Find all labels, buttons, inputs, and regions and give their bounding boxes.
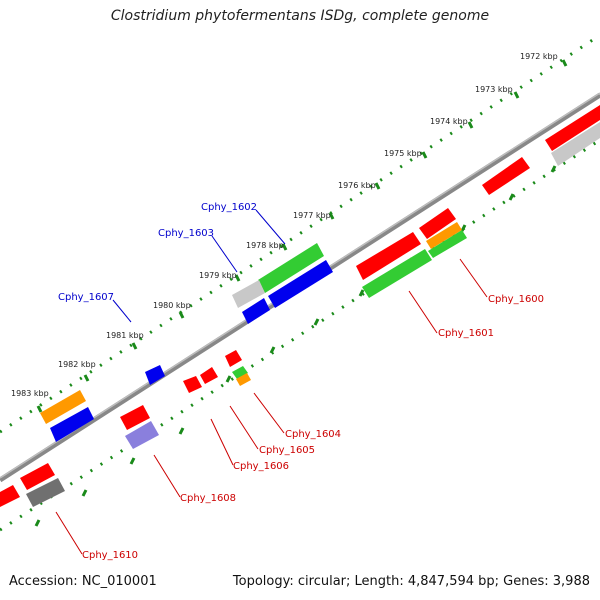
- gene-block[interactable]: [20, 463, 55, 490]
- gene-block[interactable]: [232, 280, 265, 308]
- gene-block[interactable]: [356, 232, 421, 280]
- gene-label-cphy-1606[interactable]: Cphy_1606: [233, 461, 289, 472]
- gene-block[interactable]: [419, 208, 456, 239]
- callout-lines-blue: [112, 209, 286, 323]
- ruler-label-1977: 1977 kbp: [293, 211, 331, 220]
- ruler-label-1980: 1980 kbp: [153, 301, 191, 310]
- ruler-label-1981: 1981 kbp: [106, 331, 144, 340]
- gene-block[interactable]: [258, 243, 324, 293]
- gene-block[interactable]: [482, 157, 530, 195]
- gene-label-cphy-1607[interactable]: Cphy_1607: [58, 292, 114, 303]
- gene-block[interactable]: [242, 298, 270, 324]
- accession-text: Accession: NC_010001: [9, 574, 157, 589]
- ruler-label-1972: 1972 kbp: [520, 52, 558, 61]
- gene-label-cphy-1600[interactable]: Cphy_1600: [488, 294, 544, 305]
- upper-major-ticks: [36, 59, 568, 413]
- gene-block[interactable]: [428, 230, 467, 258]
- gene-block[interactable]: [362, 249, 432, 298]
- gene-block[interactable]: [225, 350, 242, 367]
- gene-block[interactable]: [0, 485, 20, 507]
- gene-block[interactable]: [120, 405, 150, 430]
- gene-block[interactable]: [40, 390, 86, 424]
- gene-label-cphy-1601[interactable]: Cphy_1601: [438, 328, 494, 339]
- gene-block[interactable]: [545, 105, 600, 151]
- gene-block[interactable]: [125, 421, 159, 449]
- gene-label-cphy-1603[interactable]: Cphy_1603: [158, 228, 214, 239]
- gene-label-cphy-1604[interactable]: Cphy_1604: [285, 429, 341, 440]
- gene-block[interactable]: [200, 367, 218, 384]
- gene-block[interactable]: [145, 365, 165, 385]
- gene-block[interactable]: [551, 122, 600, 166]
- gene-block[interactable]: [268, 260, 333, 308]
- gene-block[interactable]: [426, 222, 462, 249]
- gene-blocks-upper: [40, 105, 600, 442]
- gene-block[interactable]: [236, 373, 251, 386]
- gene-label-cphy-1605[interactable]: Cphy_1605: [259, 445, 315, 456]
- ruler-label-1973: 1973 kbp: [475, 85, 513, 94]
- ruler-label-1974: 1974 kbp: [430, 117, 468, 126]
- gene-block[interactable]: [232, 366, 248, 379]
- ruler-label-1983: 1983 kbp: [11, 389, 49, 398]
- callout-lines-red: [55, 258, 488, 555]
- ruler-label-1979: 1979 kbp: [199, 271, 237, 280]
- gene-blocks-lower: [0, 350, 251, 507]
- ruler-label-1982: 1982 kbp: [58, 360, 96, 369]
- gene-label-cphy-1608[interactable]: Cphy_1608: [180, 493, 236, 504]
- ruler-label-1978: 1978 kbp: [246, 241, 284, 250]
- gene-label-cphy-1602[interactable]: Cphy_1602: [201, 202, 257, 213]
- gene-label-cphy-1610[interactable]: Cphy_1610: [82, 550, 138, 561]
- gene-block[interactable]: [183, 376, 202, 393]
- lower-major-ticks: [34, 165, 557, 527]
- upper-tick-track: [0, 33, 600, 434]
- ruler-label-1976: 1976 kbp: [338, 181, 376, 190]
- genome-title: Clostridium phytofermentans ISDg, comple…: [110, 8, 490, 24]
- gene-block[interactable]: [26, 478, 65, 507]
- gene-block[interactable]: [50, 407, 94, 442]
- ruler-label-1975: 1975 kbp: [384, 149, 422, 158]
- genome-summary-text: Topology: circular; Length: 4,847,594 bp…: [232, 574, 590, 589]
